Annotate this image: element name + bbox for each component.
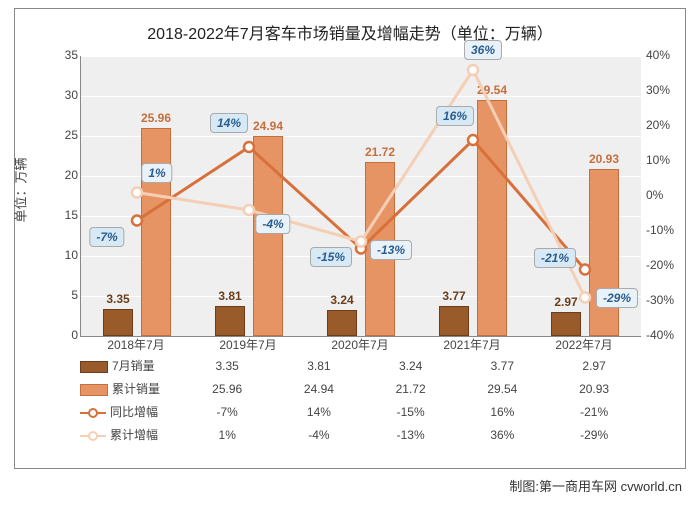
table-cell: 3.35 xyxy=(181,354,273,377)
table-cell: 36% xyxy=(456,423,548,446)
y2-tick-label: 20% xyxy=(646,118,696,132)
plot-area: 3.353.813.243.772.9725.9624.9421.7229.54… xyxy=(80,56,641,337)
y2-tick-label: 40% xyxy=(646,48,696,62)
table-row: 7月销量 3.353.813.243.772.97 xyxy=(80,354,640,377)
yoy_growth-callout: -7% xyxy=(89,227,124,247)
table-cell: 3.24 xyxy=(365,354,457,377)
table-cell: 25.96 xyxy=(181,377,273,400)
legend-swatch xyxy=(80,361,108,373)
legend-item: 同比增幅 xyxy=(80,400,181,423)
legend-swatch xyxy=(80,408,106,418)
chart-container: 2018-2022年7月客车市场销量及增幅走势（单位：万辆） 单位：万辆 3.3… xyxy=(0,0,700,505)
data-table: 7月销量 3.353.813.243.772.97 累计销量 25.9624.9421… xyxy=(80,354,640,446)
table-cell: -7% xyxy=(181,400,273,423)
x-tick-label: 2020年7月 xyxy=(310,336,410,353)
table-cell: -29% xyxy=(548,423,640,446)
x-tick-label: 2019年7月 xyxy=(198,336,298,353)
y2-tick-label: -40% xyxy=(646,328,696,342)
y2-tick-label: -10% xyxy=(646,223,696,237)
yoy_growth-marker xyxy=(132,216,142,226)
cumulative_growth-callout: -29% xyxy=(596,288,638,308)
table-cell: 14% xyxy=(273,400,365,423)
table-cell: -15% xyxy=(365,400,457,423)
yoy_growth-callout: -21% xyxy=(534,248,576,268)
y1-tick-label: 30 xyxy=(14,88,78,102)
cumulative_growth-callout: 1% xyxy=(141,163,172,183)
table-cell: -13% xyxy=(365,423,457,446)
cumulative_growth-marker xyxy=(132,188,142,198)
table-cell: 3.81 xyxy=(273,354,365,377)
legend-swatch xyxy=(80,431,106,441)
legend-label: 累计销量 xyxy=(112,382,160,396)
x-tick-label: 2021年7月 xyxy=(422,336,522,353)
legend-item: 7月销量 xyxy=(80,354,181,377)
y1-tick-label: 5 xyxy=(14,288,78,302)
y2-tick-label: -20% xyxy=(646,258,696,272)
legend-swatch xyxy=(80,384,108,396)
cumulative_growth-callout: -13% xyxy=(370,240,412,260)
legend-item: 累计增幅 xyxy=(80,423,181,446)
legend-item: 累计销量 xyxy=(80,377,181,400)
y2-tick-label: 10% xyxy=(646,153,696,167)
table-cell: 3.77 xyxy=(456,354,548,377)
yoy_growth-callout: 16% xyxy=(436,106,474,126)
table-cell: 16% xyxy=(456,400,548,423)
y1-tick-label: 10 xyxy=(14,248,78,262)
cumulative_growth-marker xyxy=(356,237,366,247)
table-cell: -21% xyxy=(548,400,640,423)
legend-label: 7月销量 xyxy=(112,359,155,373)
line-layer xyxy=(81,56,641,336)
x-tick-label: 2018年7月 xyxy=(86,336,186,353)
table-cell: 2.97 xyxy=(548,354,640,377)
cumulative_growth-line xyxy=(137,70,585,298)
y1-tick-label: 20 xyxy=(14,168,78,182)
table-row: 累计销量 25.9624.9421.7229.5420.93 xyxy=(80,377,640,400)
table-row: 同比增幅 -7%14%-15%16%-21% xyxy=(80,400,640,423)
credit-text: 制图:第一商用车网 cvworld.cn xyxy=(509,476,682,495)
cumulative_growth-marker xyxy=(468,65,478,75)
table-row: 累计增幅 1%-4%-13%36%-29% xyxy=(80,423,640,446)
cumulative_growth-callout: -4% xyxy=(255,214,290,234)
table-cell: 1% xyxy=(181,423,273,446)
table-cell: 24.94 xyxy=(273,377,365,400)
yoy_growth-marker xyxy=(580,265,590,275)
table-cell: -4% xyxy=(273,423,365,446)
table-cell: 21.72 xyxy=(365,377,457,400)
x-tick-label: 2022年7月 xyxy=(534,336,634,353)
table-cell: 20.93 xyxy=(548,377,640,400)
y2-tick-label: -30% xyxy=(646,293,696,307)
y2-tick-label: 0% xyxy=(646,188,696,202)
y1-tick-label: 0 xyxy=(14,328,78,342)
chart-title: 2018-2022年7月客车市场销量及增幅走势（单位：万辆） xyxy=(0,20,700,44)
legend-label: 同比增幅 xyxy=(110,405,158,419)
y1-tick-label: 35 xyxy=(14,48,78,62)
cumulative_growth-callout: 36% xyxy=(464,40,502,60)
table-cell: 29.54 xyxy=(456,377,548,400)
yoy_growth-callout: 14% xyxy=(210,113,248,133)
y1-tick-label: 25 xyxy=(14,128,78,142)
y2-tick-label: 30% xyxy=(646,83,696,97)
legend-label: 累计增幅 xyxy=(110,428,158,442)
yoy_growth-callout: -15% xyxy=(310,247,352,267)
yoy_growth-marker xyxy=(244,142,254,152)
cumulative_growth-marker xyxy=(244,205,254,215)
yoy_growth-marker xyxy=(468,135,478,145)
y1-tick-label: 15 xyxy=(14,208,78,222)
cumulative_growth-marker xyxy=(580,293,590,303)
